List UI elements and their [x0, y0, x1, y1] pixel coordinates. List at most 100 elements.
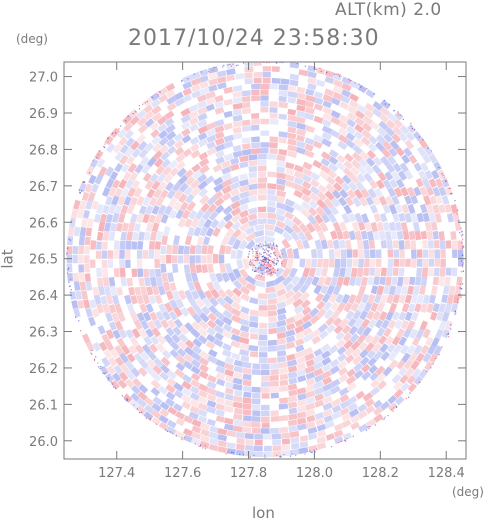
- positive-cell: [285, 316, 296, 325]
- negative-cell: [280, 247, 288, 259]
- positive-cell: [221, 329, 233, 339]
- negative-cell: [232, 144, 242, 152]
- negative-cell: [171, 290, 181, 301]
- negative-cell: [105, 166, 115, 177]
- negative-cell: [348, 181, 358, 192]
- positive-cell: [328, 293, 338, 304]
- negative-cell: [431, 169, 440, 180]
- positive-cell: [118, 136, 128, 147]
- negative-cell: [217, 82, 227, 90]
- speckle: [446, 333, 448, 335]
- positive-cell: [304, 230, 314, 241]
- speckle: [256, 257, 258, 259]
- negative-cell: [404, 170, 414, 180]
- negative-cell: [297, 275, 308, 287]
- positive-cell: [330, 301, 340, 312]
- positive-cell: [143, 104, 153, 114]
- speckle: [135, 111, 137, 113]
- positive-cell: [224, 245, 232, 255]
- positive-cell: [157, 87, 169, 97]
- negative-cell: [270, 392, 279, 399]
- positive-cell: [428, 249, 435, 258]
- speckle: [78, 191, 81, 193]
- negative-cell: [321, 125, 333, 135]
- negative-cell: [287, 91, 298, 98]
- positive-cell: [294, 318, 305, 328]
- negative-cell: [438, 186, 447, 197]
- positive-cell: [136, 195, 145, 207]
- speckle: [311, 451, 313, 453]
- speckle: [255, 248, 257, 250]
- positive-cell: [302, 347, 314, 356]
- positive-cell: [214, 137, 225, 146]
- positive-cell: [268, 316, 278, 323]
- negative-cell: [218, 254, 225, 264]
- negative-cell: [244, 226, 255, 235]
- positive-cell: [223, 405, 234, 413]
- negative-cell: [395, 396, 405, 406]
- speckle: [265, 248, 267, 250]
- positive-cell: [251, 95, 261, 102]
- negative-cell: [164, 117, 175, 127]
- positive-cell: [356, 239, 364, 250]
- negative-cell: [201, 209, 212, 221]
- positive-cell: [296, 128, 307, 137]
- negative-cell: [75, 290, 83, 300]
- speckle: [115, 387, 117, 389]
- speckle: [352, 435, 354, 437]
- negative-cell: [374, 319, 384, 329]
- speckle: [113, 386, 115, 388]
- positive-cell: [278, 137, 287, 144]
- positive-cell: [267, 304, 278, 311]
- speckle: [273, 252, 275, 254]
- speckle: [97, 154, 99, 156]
- negative-cell: [329, 365, 340, 375]
- negative-cell: [260, 95, 269, 101]
- positive-cell: [197, 125, 209, 135]
- positive-cell: [378, 195, 388, 206]
- positive-cell: [278, 426, 289, 434]
- negative-cell: [223, 423, 234, 431]
- positive-cell: [298, 222, 309, 234]
- negative-cell: [102, 186, 111, 197]
- negative-cell: [398, 212, 406, 222]
- positive-cell: [295, 338, 305, 347]
- positive-cell: [213, 190, 224, 200]
- negative-cell: [111, 195, 120, 206]
- speckle: [126, 398, 128, 400]
- negative-cell: [307, 83, 317, 91]
- positive-cell: [350, 415, 360, 424]
- positive-cell: [155, 165, 165, 176]
- positive-cell: [207, 312, 218, 322]
- negative-cell: [331, 97, 341, 106]
- negative-cell: [342, 174, 352, 185]
- positive-cell: [317, 430, 327, 438]
- positive-cell: [391, 133, 402, 144]
- positive-cell: [224, 369, 234, 377]
- negative-cell: [427, 345, 436, 355]
- negative-cell: [340, 95, 351, 104]
- negative-cell: [174, 97, 185, 107]
- negative-cell: [238, 197, 250, 206]
- speckle: [366, 88, 368, 90]
- negative-cell: [320, 284, 329, 295]
- positive-cell: [296, 417, 307, 425]
- negative-cell: [267, 218, 277, 225]
- positive-cell: [84, 255, 90, 264]
- speckle: [239, 453, 241, 455]
- positive-cell: [433, 240, 440, 249]
- speckle: [248, 262, 251, 264]
- negative-cell: [204, 175, 215, 185]
- positive-cell: [317, 276, 326, 287]
- negative-cell: [251, 404, 261, 411]
- speckle: [264, 251, 266, 253]
- positive-cell: [408, 230, 416, 240]
- negative-cell: [305, 396, 316, 405]
- positive-cell: [332, 317, 343, 327]
- negative-cell: [245, 444, 254, 451]
- negative-cell: [412, 131, 423, 142]
- speckle: [261, 259, 264, 261]
- negative-cell: [288, 407, 298, 415]
- positive-cell: [275, 220, 287, 229]
- positive-cell: [238, 209, 249, 219]
